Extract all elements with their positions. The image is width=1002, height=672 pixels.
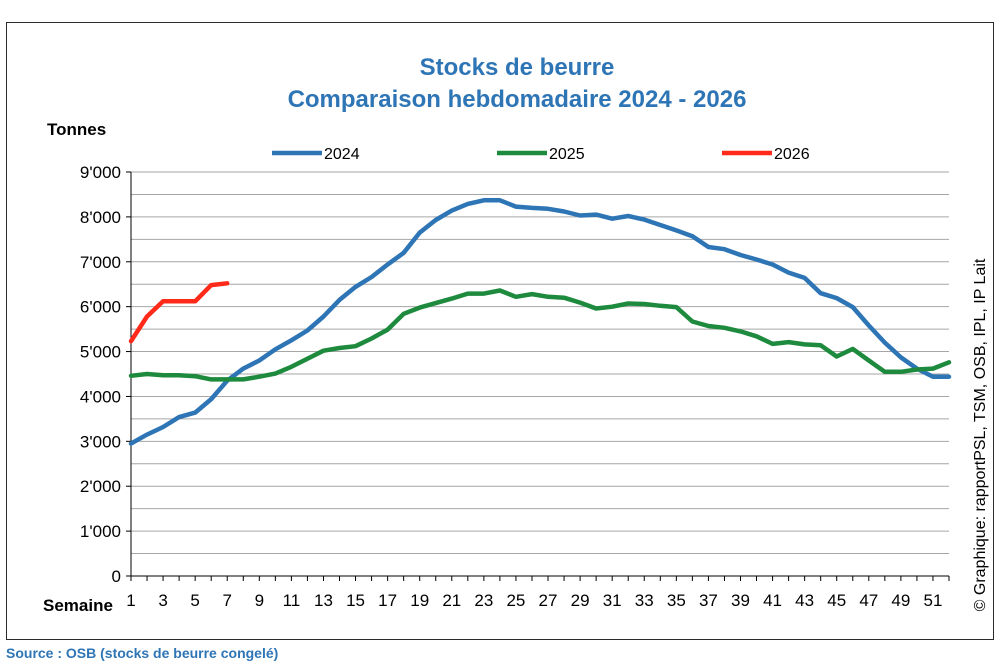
- x-tick-label: 45: [827, 591, 846, 610]
- y-tick-label: 7'000: [80, 253, 121, 272]
- x-tick-label: 39: [731, 591, 750, 610]
- y-axis-title: Tonnes: [47, 120, 106, 139]
- y-tick-label: 3'000: [80, 432, 121, 451]
- x-tick-label: 3: [158, 591, 167, 610]
- x-tick-label: 23: [474, 591, 493, 610]
- x-tick-label: 47: [859, 591, 878, 610]
- x-tick-label: 25: [506, 591, 525, 610]
- x-tick-label: 37: [699, 591, 718, 610]
- x-axis-title: Semaine: [43, 596, 113, 615]
- x-tick-label: 31: [603, 591, 622, 610]
- x-tick-label: 41: [763, 591, 782, 610]
- x-tick-label: 51: [923, 591, 942, 610]
- x-tick-label: 19: [410, 591, 429, 610]
- series-line-2024: [128, 198, 952, 446]
- chart-subtitle: Comparaison hebdomadaire 2024 - 2026: [288, 86, 747, 113]
- y-tick-label: 8'000: [80, 208, 121, 227]
- x-tick-label: 1: [126, 591, 135, 610]
- x-tick-label: 29: [571, 591, 590, 610]
- x-tick-label: 35: [667, 591, 686, 610]
- y-tick-label: 1'000: [80, 522, 121, 541]
- y-tick-label: 5'000: [80, 343, 121, 362]
- x-tick-label: 15: [346, 591, 365, 610]
- y-tick-label: 9'000: [80, 163, 121, 182]
- x-tick-label: 5: [190, 591, 199, 610]
- axes: 0 1'000 2'000 3'000 4'000 5'000 6'000 7'000 8'00…: [80, 163, 950, 610]
- x-tick-label: 21: [442, 591, 461, 610]
- y-tick-label: 6'000: [80, 298, 121, 317]
- legend-label-2025: 2025: [549, 146, 585, 163]
- chart: Stocks de beurre Comparaison hebdomadair…: [43, 54, 989, 615]
- chart-frame: Stocks de beurre Comparaison hebdomadair…: [6, 22, 994, 640]
- source-note: Source : OSB (stocks de beurre congelé): [6, 645, 279, 661]
- chart-title: Stocks de beurre: [420, 54, 615, 81]
- x-tick-label: 7: [223, 591, 232, 610]
- y-tick-label: 0: [112, 567, 121, 586]
- series-group: [128, 198, 952, 446]
- x-tick-label: 43: [795, 591, 814, 610]
- credit-text: © Graphique: rapportPSL, TSM, OSB, IPL, …: [972, 258, 989, 611]
- x-tick-label: 13: [314, 591, 333, 610]
- y-tick-label: 4'000: [80, 387, 121, 406]
- series-line-2025: [128, 288, 952, 382]
- x-tick-label: 33: [635, 591, 654, 610]
- legend-label-2024: 2024: [324, 146, 360, 163]
- legend: 2024 2025 2026: [272, 146, 810, 163]
- x-tick-label: 49: [891, 591, 910, 610]
- series-line-2026: [128, 281, 230, 344]
- x-tick-label: 17: [378, 591, 397, 610]
- y-tick-label: 2'000: [80, 477, 121, 496]
- x-tick-label: 9: [255, 591, 264, 610]
- x-tick-label: 11: [283, 591, 301, 610]
- legend-label-2026: 2026: [774, 146, 810, 163]
- x-tick-label: 27: [539, 591, 558, 610]
